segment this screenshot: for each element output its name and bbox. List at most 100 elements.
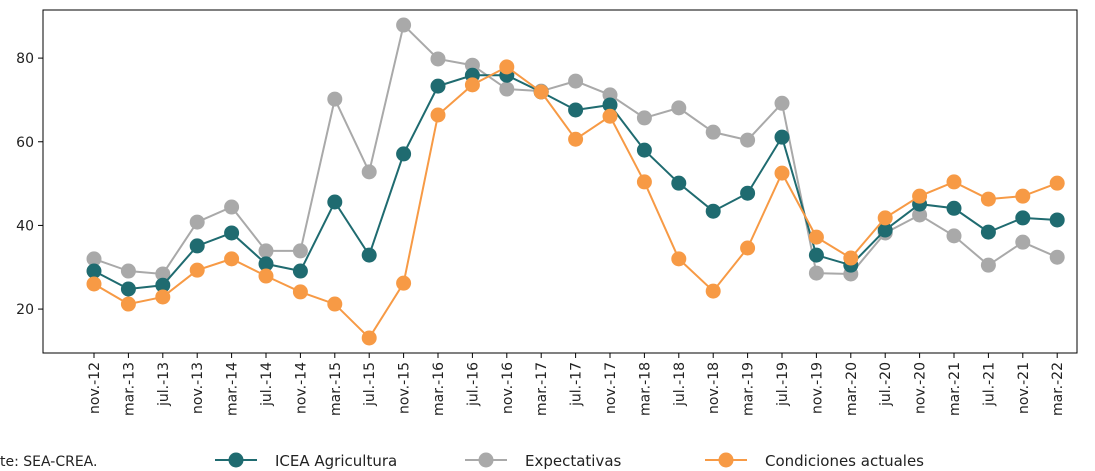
x-tick-label: mar.-16 [431, 362, 447, 416]
marker [189, 238, 205, 254]
marker [1015, 210, 1031, 226]
marker [155, 266, 171, 282]
marker [740, 185, 756, 201]
marker [705, 203, 721, 219]
x-tick-label: nov.-21 [1016, 362, 1032, 414]
marker [912, 207, 928, 223]
marker [1049, 175, 1065, 191]
marker [224, 199, 240, 215]
legend-marker [718, 452, 734, 468]
marker [636, 142, 652, 158]
marker [740, 240, 756, 256]
marker [1015, 234, 1031, 250]
marker [568, 102, 584, 118]
marker [155, 289, 171, 305]
marker [774, 129, 790, 145]
marker [86, 276, 102, 292]
marker [292, 263, 308, 279]
plot-frame [42, 9, 1078, 354]
marker [499, 81, 515, 97]
x-tick-label: nov.-12 [87, 362, 103, 414]
marker [843, 250, 859, 266]
marker [464, 77, 480, 93]
y-tick-label: 20 [16, 302, 34, 318]
marker [361, 247, 377, 263]
marker [224, 225, 240, 241]
marker [292, 284, 308, 300]
marker [774, 95, 790, 111]
x-tick-label: jul.-20 [878, 362, 894, 407]
marker [912, 188, 928, 204]
marker [224, 251, 240, 267]
series [86, 17, 1065, 282]
legend-label: Condiciones actuales [765, 452, 924, 470]
marker [189, 214, 205, 230]
x-tick-label: mar.-20 [844, 362, 860, 416]
marker [86, 251, 102, 267]
x-tick-label: nov.-15 [397, 362, 413, 414]
x-tick-label: nov.-18 [706, 362, 722, 414]
marker [361, 330, 377, 346]
series [86, 59, 1065, 346]
marker [155, 277, 171, 293]
legend-marker [478, 452, 494, 468]
marker [808, 229, 824, 245]
x-tick-label: mar.-15 [328, 362, 344, 416]
marker [671, 251, 687, 267]
marker [980, 257, 996, 273]
marker [877, 210, 893, 226]
marker [258, 256, 274, 272]
marker [430, 78, 446, 94]
x-tick-label: jul.-15 [362, 362, 378, 407]
marker [258, 243, 274, 259]
x-tick-label: nov.-20 [913, 362, 929, 414]
x-tick-label: mar.-18 [637, 362, 653, 416]
marker [396, 17, 412, 33]
marker [946, 174, 962, 190]
x-tick-label: mar.-21 [947, 362, 963, 416]
marker [396, 146, 412, 162]
marker [120, 296, 136, 312]
x-tick-label: nov.-19 [809, 362, 825, 414]
marker [568, 73, 584, 89]
marker [430, 107, 446, 123]
marker [946, 200, 962, 216]
marker [430, 51, 446, 67]
marker [361, 164, 377, 180]
marker [636, 174, 652, 190]
marker [189, 262, 205, 278]
source: te: SEA-CREA. [0, 454, 97, 470]
x-tick-label: jul.-17 [569, 362, 585, 407]
marker [120, 281, 136, 297]
y-tick-label: 60 [16, 135, 34, 151]
marker [1049, 212, 1065, 228]
marker [499, 59, 515, 75]
marker [396, 275, 412, 291]
marker [1015, 188, 1031, 204]
x-tick-label: jul.-13 [156, 362, 172, 407]
marker [1049, 249, 1065, 265]
marker [327, 194, 343, 210]
x-tick-label: jul.-14 [259, 362, 275, 407]
x-tick-label: mar.-22 [1050, 362, 1066, 416]
marker [120, 263, 136, 279]
x-tick-label: mar.-17 [534, 362, 550, 416]
marker [774, 165, 790, 181]
marker [533, 84, 549, 100]
marker [980, 191, 996, 207]
legend-label: ICEA Agricultura [275, 452, 397, 470]
marker [258, 268, 274, 284]
x-tick-label: nov.-17 [603, 362, 619, 414]
marker [602, 97, 618, 113]
marker [705, 283, 721, 299]
y-tick-label: 40 [16, 218, 34, 234]
x-tick-label: jul.-21 [981, 362, 997, 407]
x-tick-label: mar.-14 [225, 362, 241, 416]
marker [636, 110, 652, 126]
marker [568, 131, 584, 147]
x-tick-label: nov.-14 [293, 362, 309, 414]
marker [86, 263, 102, 279]
marker [808, 247, 824, 263]
